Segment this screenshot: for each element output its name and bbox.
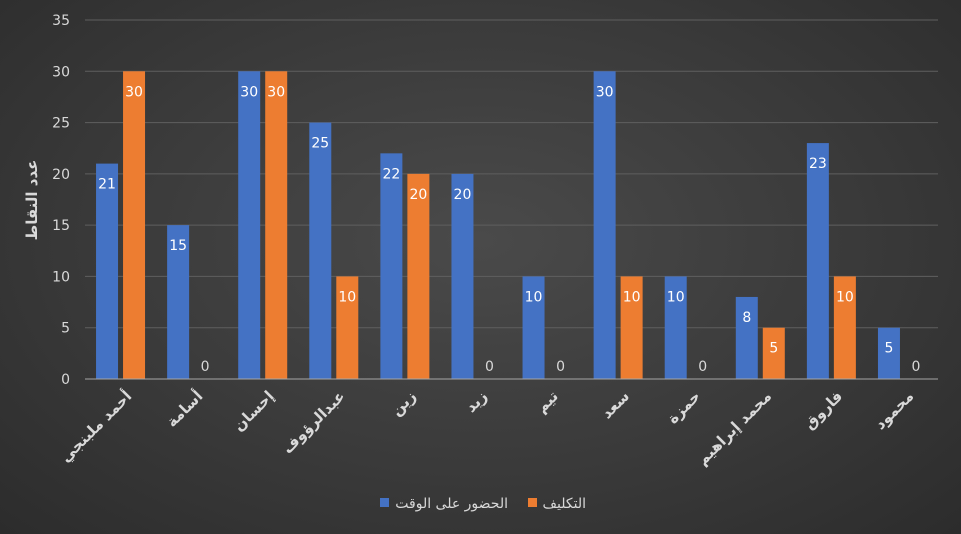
y-tick-label: 10 (52, 269, 70, 285)
bar (762, 327, 785, 379)
gridlines (85, 19, 938, 329)
data-label: 30 (125, 84, 143, 100)
bar (877, 327, 900, 379)
bar (96, 163, 119, 379)
y-axis-label: عدد النقاط (23, 160, 41, 241)
y-axis-ticks: 0 5 10 15 20 25 30 35 (52, 13, 70, 388)
data-labels: 21 30 15 0 30 30 25 10 22 20 20 0 10 0 30 10 10 0 8 5 23 10 5 0 (98, 84, 920, 375)
bar (336, 276, 359, 379)
category-label: أسامة (162, 386, 206, 430)
bar (309, 122, 332, 380)
y-tick-label: 0 (61, 372, 70, 388)
data-label: 5 (884, 341, 893, 357)
legend-label: التكليف (543, 496, 586, 512)
data-label: 10 (836, 289, 854, 305)
y-tick-label: 5 (61, 321, 70, 337)
legend-swatch (528, 498, 537, 507)
data-label: 15 (169, 238, 187, 254)
data-label: 10 (623, 289, 641, 305)
category-label: تيم (533, 387, 562, 416)
bar (451, 173, 474, 379)
data-label: 21 (98, 177, 116, 193)
y-tick-label: 25 (52, 116, 70, 132)
category-label: عبدالرؤوف (278, 387, 348, 457)
data-label: 8 (742, 310, 751, 326)
data-label: 30 (267, 84, 285, 100)
bars (96, 71, 900, 380)
category-label: سعد (598, 387, 633, 422)
bar (620, 276, 643, 379)
data-label: 25 (311, 136, 329, 152)
data-label: 0 (201, 359, 210, 375)
x-axis-categories: أحمد ملبنجي أسامة إحسان عبدالرؤوف زين زيد تيم س… (56, 386, 917, 468)
data-label: 20 (454, 187, 472, 203)
bar (380, 153, 403, 379)
bar (407, 173, 430, 379)
data-label: 20 (409, 187, 427, 203)
category-label: حمزة (664, 387, 704, 427)
legend-label: الحضور على الوقت (395, 496, 508, 512)
data-label: 0 (698, 359, 707, 375)
legend-swatch (380, 498, 389, 507)
data-label: 10 (525, 289, 543, 305)
data-label: 10 (667, 289, 685, 305)
category-label: زين (387, 387, 419, 419)
data-label: 0 (911, 359, 920, 375)
bar (593, 71, 616, 380)
y-tick-label: 20 (52, 167, 70, 183)
data-label: 0 (556, 359, 565, 375)
bar (238, 71, 261, 380)
data-label: 0 (485, 359, 494, 375)
category-label: فاروق (800, 387, 846, 433)
bar (735, 296, 758, 379)
category-label: محمود (871, 387, 917, 433)
bar (664, 276, 687, 379)
bar (522, 276, 545, 379)
legend: الحضور على الوقت التكليف (380, 496, 586, 512)
y-tick-label: 35 (52, 13, 70, 29)
data-label: 30 (596, 84, 614, 100)
bar (167, 225, 190, 379)
bar (833, 276, 856, 379)
category-label: زيد (462, 387, 491, 416)
data-label: 22 (382, 166, 400, 182)
category-label: أحمد ملبنجي (56, 386, 136, 466)
category-label: إحسان (230, 387, 278, 435)
y-tick-label: 30 (52, 64, 70, 80)
data-label: 5 (769, 341, 778, 357)
bar (265, 71, 288, 380)
category-label: محمد إبراهيم (693, 387, 775, 469)
bar (123, 71, 146, 380)
bar (806, 143, 829, 379)
data-label: 23 (809, 156, 827, 172)
y-tick-label: 15 (52, 218, 70, 234)
data-label: 10 (338, 289, 356, 305)
data-label: 30 (240, 84, 258, 100)
